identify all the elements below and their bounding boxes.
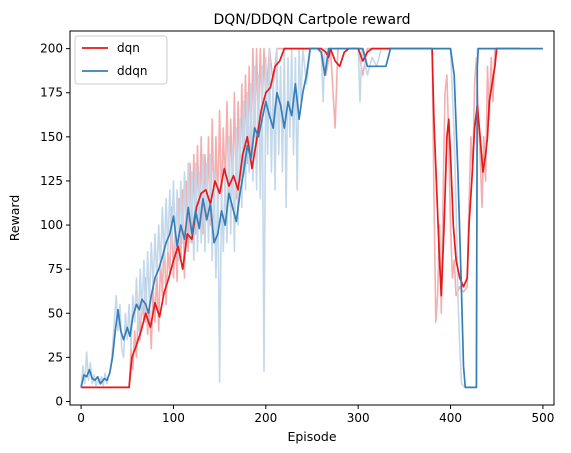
- x-tick-label: 0: [77, 411, 85, 425]
- y-axis-label: Reward: [7, 195, 22, 242]
- y-axis: 0 25 50 75 100 125 150 175 200: [40, 42, 70, 408]
- raw-series-layer: [80, 47, 543, 389]
- series-ddqn-raw-line: [80, 47, 543, 389]
- x-axis-label: Episode: [287, 429, 336, 444]
- x-tick-label: 500: [531, 411, 554, 425]
- y-tick-label: 175: [40, 86, 63, 100]
- legend-label-ddqn: ddqn: [117, 64, 147, 78]
- chart-title: DQN/DDQN Cartpole reward: [214, 12, 411, 28]
- y-tick-label: 25: [48, 350, 63, 364]
- y-tick-label: 0: [55, 394, 63, 408]
- legend: dqn ddqn: [74, 35, 168, 85]
- x-tick-label: 200: [254, 411, 277, 425]
- x-tick-label: 100: [162, 411, 185, 425]
- y-tick-label: 75: [48, 262, 63, 276]
- series-dqn-raw-line: [81, 47, 520, 389]
- x-tick-label: 400: [439, 411, 462, 425]
- smoothed-series-layer: [80, 47, 543, 389]
- legend-label-dqn: dqn: [117, 41, 140, 55]
- series-dqn-line: [81, 47, 520, 389]
- series-ddqn-line: [80, 47, 543, 389]
- y-tick-label: 50: [48, 306, 63, 320]
- x-tick-label: 300: [347, 411, 370, 425]
- x-axis: 0 100 200 300 400 500: [77, 405, 554, 425]
- y-tick-label: 100: [40, 218, 63, 232]
- y-tick-label: 150: [40, 130, 63, 144]
- y-tick-label: 200: [40, 42, 63, 56]
- plot-area: [80, 47, 543, 389]
- axes-frame: [69, 30, 555, 406]
- y-tick-label: 125: [40, 174, 63, 188]
